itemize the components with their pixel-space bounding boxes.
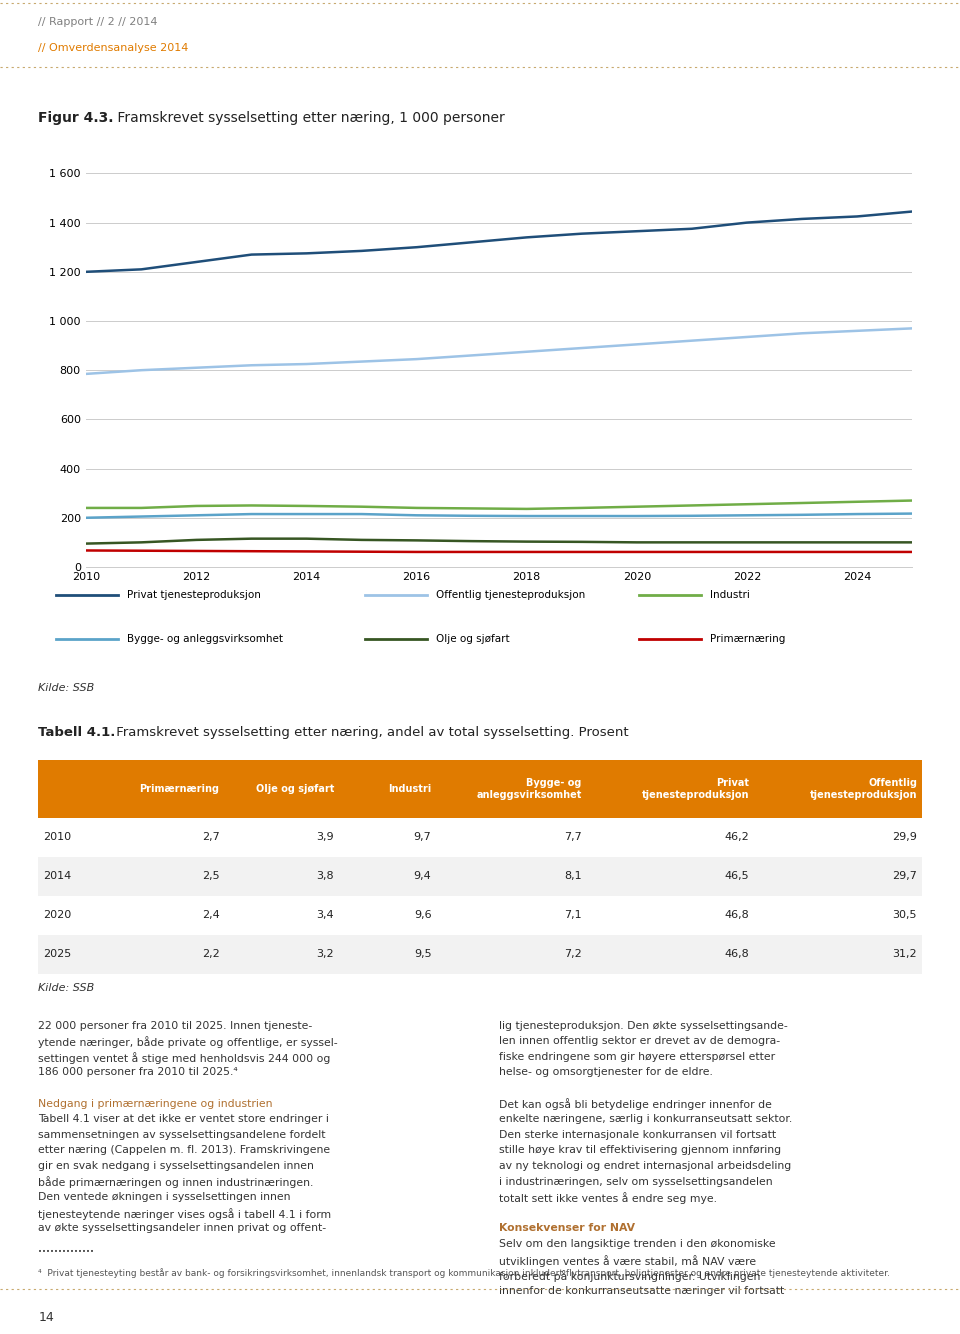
FancyBboxPatch shape [224, 760, 339, 818]
Text: 9,7: 9,7 [414, 832, 431, 843]
Text: 2010: 2010 [43, 832, 71, 843]
Text: 186 000 personer fra 2010 til 2025.⁴: 186 000 personer fra 2010 til 2025.⁴ [38, 1067, 238, 1078]
Text: Industri: Industri [388, 784, 431, 794]
Text: Offentlig
tjenesteproduksjon: Offentlig tjenesteproduksjon [809, 779, 917, 800]
Text: lig tjenesteproduksjon. Den økte sysselsettingsande-: lig tjenesteproduksjon. Den økte syssels… [499, 1021, 788, 1030]
Text: 46,5: 46,5 [725, 871, 750, 882]
Text: Industri: Industri [709, 590, 750, 600]
Text: innenfor de konkurranseutsatte næringer vil fortsatt: innenfor de konkurranseutsatte næringer … [499, 1286, 784, 1295]
Text: både primærnæringen og innen industrinæringen.: både primærnæringen og innen industrinær… [38, 1177, 314, 1189]
Text: 22 000 personer fra 2010 til 2025. Innen tjeneste-: 22 000 personer fra 2010 til 2025. Innen… [38, 1021, 313, 1030]
Text: forberedt på konjunktursvingninger. Utviklingen: forberedt på konjunktursvingninger. Utvi… [499, 1270, 760, 1282]
Text: 14: 14 [38, 1311, 54, 1325]
Text: len innen offentlig sektor er drevet av de demogra-: len innen offentlig sektor er drevet av … [499, 1037, 780, 1046]
Text: ⁴  Privat tjenesteyting består av bank- og forsikringsvirksomhet, innenlandsk tr: ⁴ Privat tjenesteyting består av bank- o… [38, 1267, 890, 1278]
Text: // Omverdensanalyse 2014: // Omverdensanalyse 2014 [38, 43, 189, 53]
Text: av økte sysselsettingsandeler innen privat og offent-: av økte sysselsettingsandeler innen priv… [38, 1223, 326, 1234]
Text: 2,4: 2,4 [202, 910, 220, 920]
FancyBboxPatch shape [586, 760, 754, 818]
Text: settingen ventet å stige med henholdsvis 244 000 og: settingen ventet å stige med henholdsvis… [38, 1051, 331, 1063]
Text: 9,5: 9,5 [414, 950, 431, 959]
FancyBboxPatch shape [38, 856, 922, 896]
Text: Olje og sjøfart: Olje og sjøfart [436, 634, 510, 644]
Text: 9,4: 9,4 [414, 871, 431, 882]
Text: enkelte næringene, særlig i konkurranseutsatt sektor.: enkelte næringene, særlig i konkurranseu… [499, 1114, 792, 1125]
Text: Det kan også bli betydelige endringer innenfor de: Det kan også bli betydelige endringer in… [499, 1099, 772, 1110]
Text: Privat tjenesteproduksjon: Privat tjenesteproduksjon [127, 590, 260, 600]
Text: Konsekvenser for NAV: Konsekvenser for NAV [499, 1223, 636, 1234]
Text: ytende næringer, både private og offentlige, er syssel-: ytende næringer, både private og offentl… [38, 1037, 338, 1049]
Text: totalt sett ikke ventes å endre seg mye.: totalt sett ikke ventes å endre seg mye. [499, 1193, 717, 1205]
Text: 2,7: 2,7 [202, 832, 220, 843]
Text: 3,4: 3,4 [317, 910, 334, 920]
Text: tjenesteytende næringer vises også i tabell 4.1 i form: tjenesteytende næringer vises også i tab… [38, 1207, 331, 1219]
Text: ••••••••••••••: •••••••••••••• [38, 1249, 94, 1254]
Text: Privat
tjenesteproduksjon: Privat tjenesteproduksjon [642, 779, 750, 800]
FancyBboxPatch shape [109, 760, 224, 818]
Text: 3,8: 3,8 [317, 871, 334, 882]
Text: Den sterke internasjonale konkurransen vil fortsatt: Den sterke internasjonale konkurransen v… [499, 1130, 777, 1139]
Text: utviklingen ventes å være stabil, må NAV være: utviklingen ventes å være stabil, må NAV… [499, 1254, 756, 1266]
Text: gir en svak nedgang i sysselsettingsandelen innen: gir en svak nedgang i sysselsettingsande… [38, 1161, 314, 1171]
Text: Kilde: SSB: Kilde: SSB [38, 983, 95, 994]
FancyBboxPatch shape [754, 760, 922, 818]
Text: 2025: 2025 [43, 950, 71, 959]
Text: 46,2: 46,2 [725, 832, 750, 843]
Text: Tabell 4.1 viser at det ikke er ventet store endringer i: Tabell 4.1 viser at det ikke er ventet s… [38, 1114, 329, 1125]
Text: Bygge- og anleggsvirksomhet: Bygge- og anleggsvirksomhet [127, 634, 283, 644]
Text: helse- og omsorgtjenester for de eldre.: helse- og omsorgtjenester for de eldre. [499, 1067, 713, 1078]
FancyBboxPatch shape [38, 818, 922, 856]
FancyBboxPatch shape [38, 896, 922, 935]
FancyBboxPatch shape [436, 760, 586, 818]
Text: 3,9: 3,9 [317, 832, 334, 843]
Text: sammensetningen av sysselsettingsandelene fordelt: sammensetningen av sysselsettingsandelen… [38, 1130, 325, 1139]
Text: stille høye krav til effektivisering gjennom innføring: stille høye krav til effektivisering gje… [499, 1146, 781, 1155]
Text: 30,5: 30,5 [893, 910, 917, 920]
Text: 2020: 2020 [43, 910, 71, 920]
Text: Bygge- og
anleggsvirksomhet: Bygge- og anleggsvirksomhet [476, 779, 582, 800]
Text: 29,7: 29,7 [892, 871, 917, 882]
Text: 2014: 2014 [43, 871, 71, 882]
Text: Offentlig tjenesteproduksjon: Offentlig tjenesteproduksjon [436, 590, 585, 600]
FancyBboxPatch shape [339, 760, 436, 818]
Text: 3,2: 3,2 [317, 950, 334, 959]
Text: Nedgang i primærnæringene og industrien: Nedgang i primærnæringene og industrien [38, 1099, 273, 1109]
Text: Figur 4.3.: Figur 4.3. [38, 111, 114, 124]
Text: 9,6: 9,6 [414, 910, 431, 920]
Text: Den ventede økningen i sysselsettingen innen: Den ventede økningen i sysselsettingen i… [38, 1193, 291, 1202]
Text: Framskrevet sysselsetting etter næring, andel av total sysselsetting. Prosent: Framskrevet sysselsetting etter næring, … [111, 726, 629, 739]
Text: // Rapport // 2 // 2014: // Rapport // 2 // 2014 [38, 17, 157, 27]
Text: Olje og sjøfart: Olje og sjøfart [256, 784, 334, 794]
Text: fiske endringene som gir høyere etterspørsel etter: fiske endringene som gir høyere etterspø… [499, 1051, 776, 1062]
Text: 46,8: 46,8 [725, 950, 750, 959]
Text: Framskrevet sysselsetting etter næring, 1 000 personer: Framskrevet sysselsetting etter næring, … [113, 111, 505, 124]
Text: Primærnæring: Primærnæring [139, 784, 220, 794]
Text: av ny teknologi og endret internasjonal arbeidsdeling: av ny teknologi og endret internasjonal … [499, 1161, 791, 1171]
Text: Kilde: SSB: Kilde: SSB [38, 683, 95, 694]
Text: Tabell 4.1.: Tabell 4.1. [38, 726, 116, 739]
Text: 8,1: 8,1 [564, 871, 582, 882]
Text: i industrinæringen, selv om sysselsettingsandelen: i industrinæringen, selv om sysselsettin… [499, 1177, 773, 1186]
Text: etter næring (Cappelen m. fl. 2013). Framskrivingene: etter næring (Cappelen m. fl. 2013). Fra… [38, 1146, 330, 1155]
Text: Primærnæring: Primærnæring [709, 634, 785, 644]
Text: 46,8: 46,8 [725, 910, 750, 920]
FancyBboxPatch shape [38, 760, 109, 818]
FancyBboxPatch shape [38, 935, 922, 974]
Text: 7,7: 7,7 [564, 832, 582, 843]
Text: 7,2: 7,2 [564, 950, 582, 959]
Text: 2,5: 2,5 [202, 871, 220, 882]
Text: 7,1: 7,1 [564, 910, 582, 920]
Text: 2,2: 2,2 [202, 950, 220, 959]
Text: Selv om den langsiktige trenden i den økonomiske: Selv om den langsiktige trenden i den øk… [499, 1239, 776, 1249]
Text: 29,9: 29,9 [892, 832, 917, 843]
Text: 31,2: 31,2 [893, 950, 917, 959]
